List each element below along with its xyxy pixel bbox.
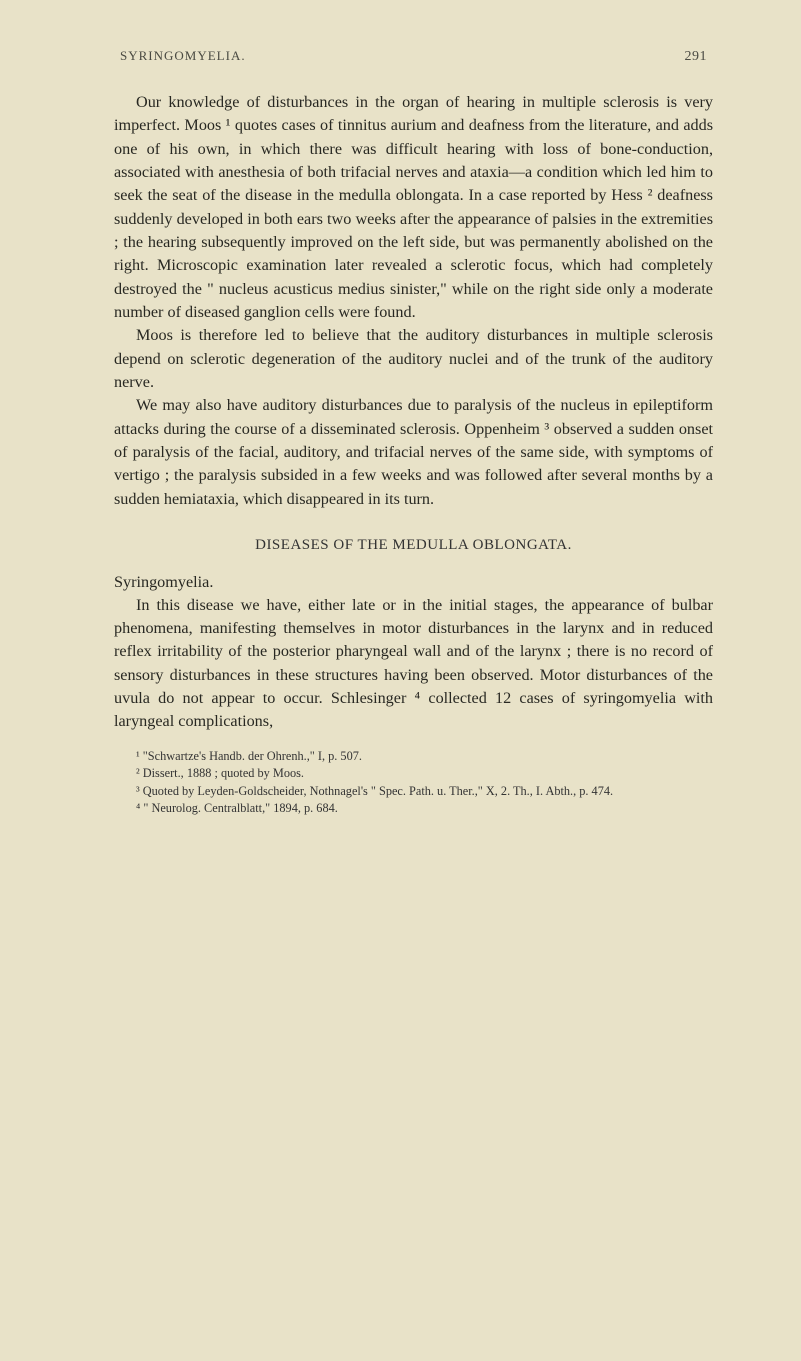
running-head: SYRINGOMYELIA. — [120, 48, 246, 64]
paragraph-1: Our knowledge of disturbances in the org… — [114, 91, 713, 324]
footnote-1: ¹ "Schwartze's Handb. der Ohrenh.," I, p… — [114, 748, 713, 765]
paragraph-4: In this disease we have, either late or … — [114, 594, 713, 734]
paragraph-3: We may also have auditory disturbances d… — [114, 394, 713, 511]
footnote-4: ⁴ " Neurolog. Centralblatt," 1894, p. 68… — [114, 800, 713, 817]
page-header: SYRINGOMYELIA. 291 — [114, 48, 713, 65]
footnote-3: ³ Quoted by Leyden-Goldscheider, Nothnag… — [114, 783, 713, 800]
paragraph-2: Moos is therefore led to believe that th… — [114, 324, 713, 394]
section-title: DISEASES OF THE MEDULLA OBLONGATA. — [114, 535, 713, 557]
page-container: SYRINGOMYELIA. 291 Our knowledge of dist… — [0, 0, 801, 878]
page-number: 291 — [685, 49, 708, 65]
sub-heading: Syringomyelia. — [114, 571, 713, 594]
body-text: Our knowledge of disturbances in the org… — [114, 91, 713, 734]
footnote-2: ² Dissert., 1888 ; quoted by Moos. — [114, 765, 713, 782]
footnotes: ¹ "Schwartze's Handb. der Ohrenh.," I, p… — [114, 748, 713, 818]
